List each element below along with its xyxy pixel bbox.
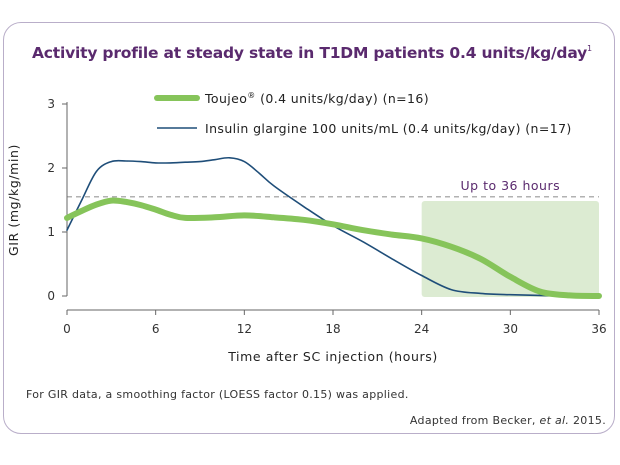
legend-label-toujeo: Toujeo® (0.4 units/kg/day) (n=16) — [204, 91, 429, 106]
x-tick-label: 18 — [325, 322, 340, 336]
legend: Toujeo® (0.4 units/kg/day) (n=16) Insuli… — [154, 91, 572, 136]
legend-label-glargine: Insulin glargine 100 units/mL (0.4 units… — [205, 121, 572, 136]
chart-title: Activity profile at steady state in T1DM… — [32, 44, 592, 62]
source-prefix: Adapted from Becker, — [409, 414, 540, 427]
y-tick-label: 2 — [47, 161, 55, 175]
series-line-glargine — [66, 156, 600, 297]
x-tick-label: 24 — [414, 322, 429, 336]
y-tick-label: 3 — [47, 97, 55, 111]
footnote: For GIR data, a smoothing factor (LOESS … — [26, 388, 409, 401]
x-axis-title: Time after SC injection (hours) — [227, 349, 438, 364]
legend-label-toujeo-registered: ® — [247, 91, 255, 100]
x-tick-label: 6 — [152, 322, 160, 336]
shaded-region — [421, 201, 599, 297]
series-lines — [64, 156, 602, 299]
source-citation: Adapted from Becker, et al. 2015. — [410, 414, 606, 427]
source-italic: et al. — [539, 414, 570, 427]
x-tick-label: 36 — [591, 322, 606, 336]
source-suffix: 2015. — [569, 414, 606, 427]
x-tick-label: 0 — [63, 322, 71, 336]
y-tick-label: 1 — [47, 225, 55, 239]
legend-label-toujeo-suffix: (0.4 units/kg/day) (n=16) — [256, 91, 429, 106]
series-line-toujeo — [64, 197, 602, 299]
shaded-region-label: Up to 36 hours — [461, 178, 561, 193]
chart-title-text: Activity profile at steady state in T1DM… — [32, 44, 588, 62]
chart-title-reference: 1 — [587, 44, 592, 53]
y-axis-title: GIR (mg/kg/min) — [6, 144, 21, 256]
x-tick-label: 30 — [503, 322, 518, 336]
x-tick-label: 12 — [237, 322, 252, 336]
legend-label-toujeo-name: Toujeo — [204, 91, 247, 106]
shaded-region-layer — [421, 201, 599, 297]
y-tick-label: 0 — [47, 289, 55, 303]
